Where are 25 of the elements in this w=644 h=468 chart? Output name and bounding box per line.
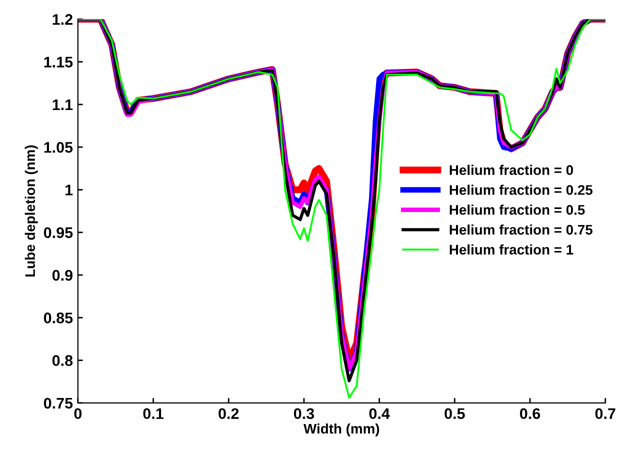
- y-tick-label: 0.9: [52, 270, 72, 281]
- y-tick-label: 0.75: [44, 398, 73, 409]
- x-tick-label: 0.5: [444, 408, 465, 420]
- y-tick-label: 1: [66, 184, 73, 196]
- x-tick-label: 0.6: [520, 408, 540, 420]
- y-tick-label: 1.1: [52, 99, 73, 110]
- y-tick-label: 0.95: [44, 227, 73, 238]
- y-tick-label: 1.15: [44, 56, 73, 68]
- legend-label: Helium fraction = 0.5: [450, 204, 585, 215]
- legend-label: Helium fraction = 1: [450, 244, 574, 255]
- x-tick-label: 0.1: [143, 408, 164, 420]
- x-tick-label: 0.4: [369, 408, 390, 420]
- y-tick-label: 0.8: [52, 355, 73, 366]
- legend-label: Helium fraction = 0: [450, 164, 573, 176]
- x-tick-label: 0.2: [218, 408, 239, 420]
- x-axis-title: Width (mm): [304, 423, 380, 436]
- y-axis-title: Lube depletion (nm): [24, 145, 38, 276]
- legend-label: Helium fraction = 0.25: [450, 184, 592, 195]
- x-tick-label: 0.7: [595, 408, 616, 420]
- legend-label: Helium fraction = 0.75: [450, 224, 592, 235]
- x-tick-label: 0.3: [294, 408, 314, 420]
- y-tick-label: 0.85: [44, 312, 73, 324]
- y-tick-label: 1.05: [44, 142, 73, 153]
- y-tick-label: 1.2: [52, 14, 72, 25]
- x-tick-label: 0: [74, 408, 82, 420]
